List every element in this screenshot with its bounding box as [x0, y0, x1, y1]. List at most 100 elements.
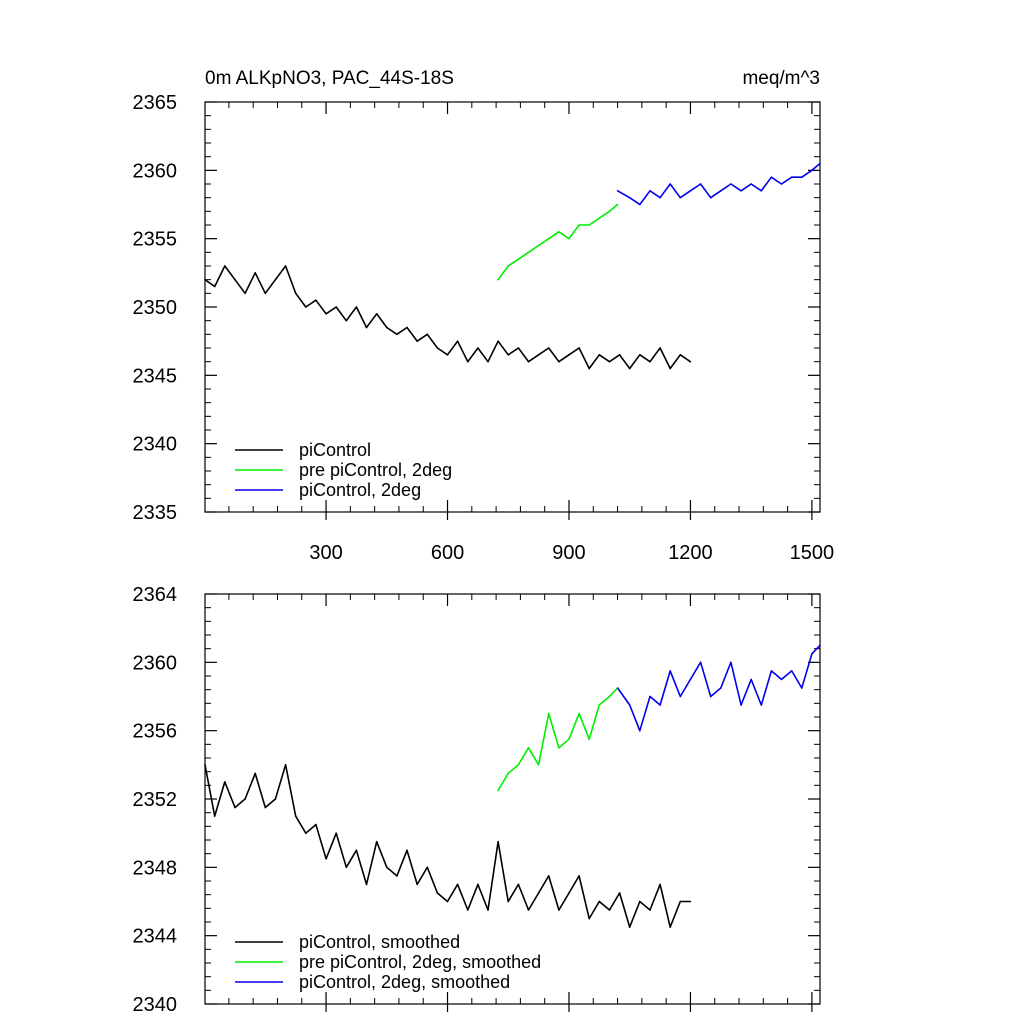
data-point [375, 313, 378, 315]
data-point [355, 306, 358, 308]
data-point [204, 278, 206, 281]
data-point [527, 360, 530, 363]
data-point [547, 712, 550, 715]
data-point [396, 333, 398, 336]
data-point [628, 926, 631, 928]
data-point [628, 196, 631, 199]
series-line-2 [617, 162, 821, 206]
bottom-plot-frame [204, 593, 821, 1005]
data-point [730, 183, 732, 185]
data-point [305, 832, 307, 834]
y-tick-label: 2360 [133, 160, 178, 182]
data-point [689, 900, 692, 903]
data-point [679, 354, 682, 356]
x-tick-label: 900 [552, 542, 585, 564]
data-point [669, 670, 671, 672]
data-point [517, 347, 520, 349]
data-point [213, 285, 216, 288]
data-point [760, 704, 763, 706]
data-point [224, 265, 226, 267]
data-point [578, 875, 580, 877]
data-point [578, 712, 580, 715]
data-point [770, 670, 773, 672]
data-point [649, 360, 651, 363]
data-point [649, 190, 651, 192]
data-point [264, 806, 267, 809]
x-tick-label: 1200 [668, 542, 713, 564]
data-point [659, 883, 661, 886]
data-point [740, 190, 742, 192]
data-point [386, 326, 388, 329]
data-point [244, 798, 246, 800]
data-point [720, 687, 722, 689]
data-point [436, 347, 439, 349]
data-point [446, 900, 449, 903]
data-point [709, 196, 712, 199]
data-point [477, 347, 479, 349]
data-point [477, 883, 479, 886]
data-point [315, 823, 317, 826]
data-point [517, 258, 520, 261]
data-point [234, 806, 236, 809]
data-point [578, 224, 580, 226]
data-point [537, 244, 540, 247]
data-point [639, 900, 641, 903]
data-point [305, 306, 307, 308]
data-point [598, 217, 601, 219]
data-point [467, 360, 469, 363]
y-tick-label: 2335 [133, 502, 178, 524]
data-point [608, 695, 611, 698]
data-point [274, 278, 277, 281]
data-point [507, 772, 510, 775]
data-point [819, 644, 821, 647]
data-point [355, 849, 358, 852]
data-point [558, 231, 560, 233]
data-point [436, 892, 439, 894]
data-point [517, 764, 520, 766]
data-point [639, 729, 641, 732]
data-point [325, 313, 327, 315]
data-point [616, 203, 619, 206]
legend-label: piControl, 2deg, smoothed [299, 972, 510, 992]
legend-label: piControl, 2deg [299, 480, 421, 500]
x-tick-label: 300 [309, 542, 342, 564]
y-tick-label: 2350 [133, 297, 178, 319]
data-point [264, 292, 267, 295]
data-point [780, 678, 783, 681]
data-point [750, 678, 752, 681]
y-tick-label: 2352 [133, 789, 178, 811]
data-point [689, 190, 692, 192]
top-series-lines [204, 162, 821, 370]
data-point [284, 265, 287, 267]
data-point [254, 772, 256, 775]
data-point [406, 849, 408, 852]
data-point [628, 367, 631, 370]
data-point [679, 196, 682, 199]
data-point [375, 840, 378, 843]
series-line-0 [204, 763, 691, 928]
top-panel-units: meq/m^3 [742, 68, 820, 89]
data-point [588, 917, 590, 920]
data-point [659, 196, 661, 199]
data-point [811, 169, 813, 172]
data-point [790, 176, 793, 178]
data-point [608, 360, 611, 363]
data-point [547, 237, 550, 240]
y-tick-label: 2340 [133, 994, 178, 1016]
data-point [497, 340, 499, 343]
data-point [213, 815, 216, 817]
data-point [497, 840, 499, 843]
data-point [365, 883, 368, 886]
data-point [588, 738, 590, 740]
data-point [740, 704, 742, 706]
data-point [224, 781, 226, 783]
y-tick-label: 2340 [133, 434, 178, 456]
data-point [679, 900, 682, 903]
data-point [669, 183, 671, 185]
top-axis-ticks: 2335 2340 2345 2350 2355 2360 2365 300 600 900 120… [133, 92, 835, 564]
y-tick-label: 2345 [133, 365, 178, 387]
data-point [294, 815, 297, 817]
y-tick-label: 2360 [133, 652, 178, 674]
data-point [507, 900, 510, 903]
